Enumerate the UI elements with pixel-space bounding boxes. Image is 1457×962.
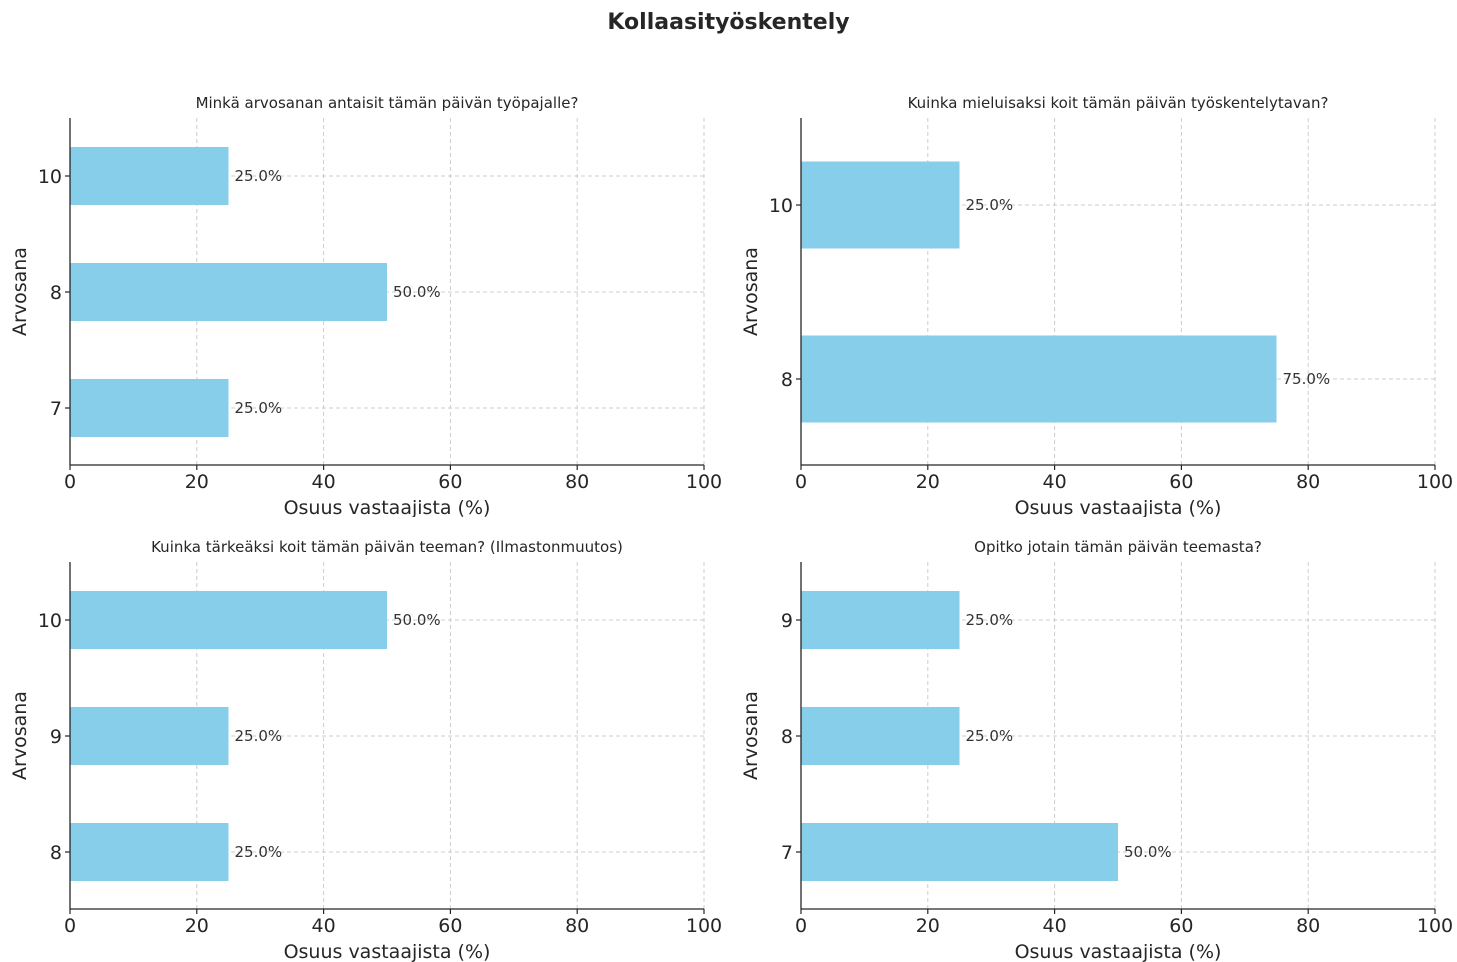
y-tick-label: 9 xyxy=(781,610,793,632)
bar-9 xyxy=(801,591,960,649)
x-tick-label: 40 xyxy=(312,471,336,493)
x-tick-label: 0 xyxy=(64,915,76,937)
value-label: 50.0% xyxy=(1124,843,1172,861)
chart-working-method: Kuinka mieluisaksi koit tämän päivän työ… xyxy=(740,94,1453,517)
value-label: 25.0% xyxy=(235,727,283,745)
x-tick-label: 40 xyxy=(312,915,336,937)
bar-8 xyxy=(801,707,960,765)
chart-title: Opitko jotain tämän päivän teemasta? xyxy=(974,538,1262,556)
value-label: 50.0% xyxy=(393,611,441,629)
x-tick-label: 60 xyxy=(1169,471,1193,493)
x-tick-label: 60 xyxy=(438,471,462,493)
value-label: 25.0% xyxy=(235,399,283,417)
y-tick-label: 10 xyxy=(769,195,793,217)
x-tick-label: 60 xyxy=(438,915,462,937)
y-axis-label: Arvosana xyxy=(740,247,762,336)
y-tick-label: 7 xyxy=(50,398,62,420)
value-label: 25.0% xyxy=(966,611,1014,629)
y-axis-label: Arvosana xyxy=(9,247,31,336)
bar-10 xyxy=(70,591,387,649)
y-axis-label: Arvosana xyxy=(740,691,762,780)
x-tick-label: 80 xyxy=(565,915,589,937)
bar-9 xyxy=(70,707,229,765)
chart-title: Kuinka mieluisaksi koit tämän päivän työ… xyxy=(908,94,1329,112)
y-tick-label: 8 xyxy=(50,842,62,864)
x-tick-label: 100 xyxy=(1417,471,1453,493)
value-label: 50.0% xyxy=(393,283,441,301)
value-label: 25.0% xyxy=(235,843,283,861)
x-tick-label: 100 xyxy=(1417,915,1453,937)
x-tick-label: 40 xyxy=(1043,915,1067,937)
x-tick-label: 80 xyxy=(1296,915,1320,937)
x-tick-label: 20 xyxy=(185,471,209,493)
y-axis-label: Arvosana xyxy=(9,691,31,780)
y-tick-label: 8 xyxy=(781,369,793,391)
x-tick-label: 20 xyxy=(916,471,940,493)
value-label: 25.0% xyxy=(235,167,283,185)
y-tick-label: 8 xyxy=(50,282,62,304)
x-axis-label: Osuus vastaajista (%) xyxy=(284,941,491,962)
x-tick-label: 100 xyxy=(686,915,722,937)
bar-10 xyxy=(801,161,960,249)
value-label: 25.0% xyxy=(966,196,1014,214)
chart-grade-workshop: Minkä arvosanan antaisit tämän päivän ty… xyxy=(9,94,722,517)
chart-learned-something: Opitko jotain tämän päivän teemasta? 50.0… xyxy=(740,538,1453,962)
bar-10 xyxy=(70,147,229,205)
bar-8 xyxy=(70,263,387,321)
x-axis-label: Osuus vastaajista (%) xyxy=(1015,941,1222,962)
bar-8 xyxy=(801,335,1277,423)
bar-8 xyxy=(70,823,229,881)
x-axis-label: Osuus vastaajista (%) xyxy=(284,497,491,517)
x-tick-label: 80 xyxy=(565,471,589,493)
y-tick-label: 7 xyxy=(781,842,793,864)
bar-7 xyxy=(801,823,1118,881)
value-label: 75.0% xyxy=(1283,370,1331,388)
page-title: Kollaasityöskentely xyxy=(607,10,850,35)
x-tick-label: 60 xyxy=(1169,915,1193,937)
x-axis-label: Osuus vastaajista (%) xyxy=(1015,497,1222,517)
y-tick-label: 10 xyxy=(38,610,62,632)
x-tick-label: 0 xyxy=(64,471,76,493)
y-tick-label: 10 xyxy=(38,166,62,188)
y-tick-label: 8 xyxy=(781,726,793,748)
bar-7 xyxy=(70,379,229,437)
y-tick-label: 9 xyxy=(50,726,62,748)
x-tick-label: 20 xyxy=(916,915,940,937)
x-tick-label: 40 xyxy=(1043,471,1067,493)
value-label: 25.0% xyxy=(966,727,1014,745)
x-tick-label: 80 xyxy=(1296,471,1320,493)
x-tick-label: 0 xyxy=(795,915,807,937)
x-tick-label: 0 xyxy=(795,471,807,493)
chart-title: Kuinka tärkeäksi koit tämän päivän teema… xyxy=(151,538,623,556)
chart-theme-importance: Kuinka tärkeäksi koit tämän päivän teema… xyxy=(9,538,722,962)
x-tick-label: 20 xyxy=(185,915,209,937)
chart-title: Minkä arvosanan antaisit tämän päivän ty… xyxy=(196,94,579,112)
x-tick-label: 100 xyxy=(686,471,722,493)
